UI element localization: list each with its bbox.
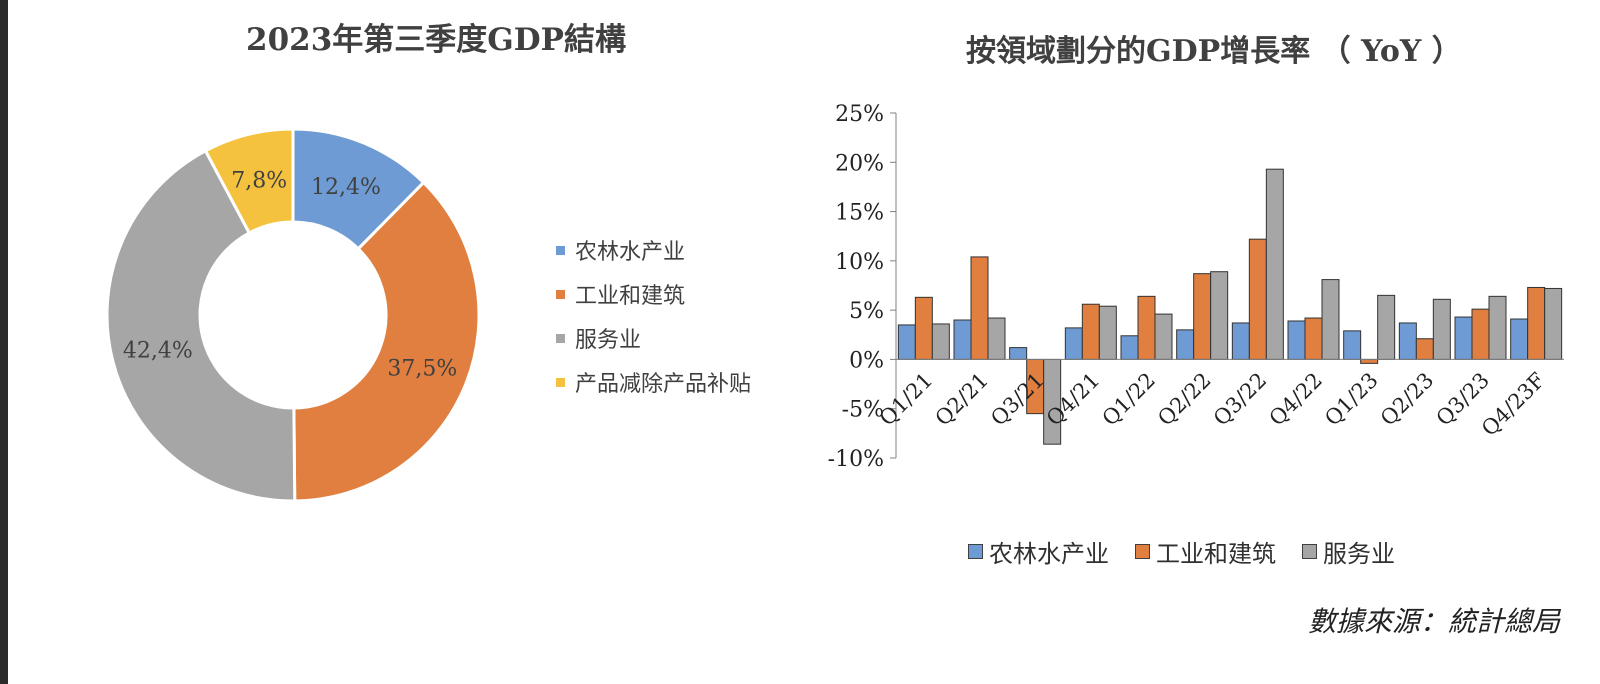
y-tick-label: -10% (828, 447, 884, 472)
bar-mark (1026, 358, 1045, 415)
bar-mark (1471, 308, 1490, 360)
bar-mark (987, 317, 1006, 360)
legend-swatch (556, 377, 565, 387)
donut-slice (203, 127, 295, 235)
bar-legend: 农林水产业 工业和建筑 服务业 (968, 534, 1421, 569)
bar-mark (1137, 295, 1156, 360)
bar-mark (1287, 320, 1306, 360)
y-tick-label: 10% (835, 250, 884, 275)
donut-legend-item: 工业和建筑 (556, 272, 751, 316)
bar-mark (1193, 273, 1212, 360)
bar-mark (1210, 271, 1229, 360)
x-tick-label: Q3/21 (986, 368, 1048, 430)
y-tick-label: 5% (849, 299, 884, 324)
bar-mark (1398, 322, 1417, 360)
bar-mark (1360, 358, 1379, 364)
legend-label: 工业和建筑 (1156, 540, 1276, 568)
donut-chart-title: 2023年第三季度GDP結構 (246, 22, 626, 58)
bar-mark (1043, 358, 1062, 445)
x-tick-label: Q3/22 (1209, 368, 1271, 430)
legend-label: 产品减除产品补贴 (575, 372, 752, 397)
bar-chart-title: 按領域劃分的GDP增長率 （ YoY ） (966, 34, 1462, 69)
bar-mark (1064, 327, 1083, 360)
bar-mark (1415, 338, 1434, 360)
bar-mark (1154, 313, 1173, 360)
donut-data-label: 7,8% (231, 169, 287, 194)
bar-legend-item: 服务业 (1302, 534, 1395, 569)
legend-swatch (1135, 544, 1150, 559)
bar-mark (1432, 298, 1451, 360)
y-tick-label: 0% (849, 348, 884, 373)
bar-mark (1321, 279, 1340, 360)
chart-canvas: 2023年第三季度GDP結構 按領域劃分的GDP增長率 （ YoY ） 12,4… (8, 0, 1600, 684)
y-tick-label: 15% (835, 201, 884, 226)
x-tick-label: Q3/23 (1432, 368, 1494, 430)
x-tick-label: Q4/23F (1477, 368, 1550, 441)
bar-mark (1231, 322, 1250, 360)
bar-mark (1488, 295, 1507, 360)
bar-mark (1343, 330, 1362, 360)
bar-mark (897, 324, 916, 360)
legend-label: 农林水产业 (575, 240, 686, 265)
legend-swatch (968, 544, 983, 559)
bar-mark (1098, 305, 1117, 360)
x-tick-label: Q1/21 (875, 368, 937, 430)
legend-label: 农林水产业 (989, 540, 1109, 568)
bar-mark (931, 323, 950, 360)
bar-mark (1009, 347, 1028, 360)
bar-mark (1248, 238, 1267, 360)
bar-mark (1176, 329, 1195, 360)
x-tick-label: Q4/21 (1042, 368, 1104, 430)
donut-slice (292, 180, 481, 503)
y-tick-label: -5% (842, 398, 884, 423)
donut-legend-item: 产品减除产品补贴 (556, 360, 751, 404)
x-tick-label: Q1/22 (1098, 368, 1160, 430)
bar-mark (1120, 335, 1139, 360)
bar-mark (1265, 168, 1284, 360)
donut-data-label: 12,4% (311, 175, 381, 200)
y-tick-label: 25% (835, 102, 884, 127)
bar-mark (970, 256, 989, 360)
data-source-note: 數據來源：統計總局 (1307, 605, 1560, 638)
bar-mark (953, 319, 972, 360)
bar-legend-item: 农林水产业 (968, 534, 1109, 569)
legend-swatch (1302, 544, 1317, 559)
bar-mark (1527, 286, 1546, 360)
x-tick-label: Q4/22 (1265, 368, 1327, 430)
bar-mark (914, 296, 933, 360)
x-tick-label: Q2/23 (1376, 368, 1438, 430)
donut-data-label: 42,4% (123, 338, 193, 363)
donut-chart: 12,4% 37,5% 42,4% 7,8% (105, 127, 481, 503)
x-tick-label: Q2/22 (1153, 368, 1215, 430)
bar-mark (1081, 303, 1100, 360)
bar-legend-item: 工业和建筑 (1135, 534, 1276, 569)
bar-mark (1510, 318, 1529, 360)
bar-mark (1304, 317, 1323, 360)
legend-swatch (556, 333, 565, 343)
donut-legend-item: 农林水产业 (556, 228, 751, 272)
donut-legend: 农林水产业 工业和建筑 服务业 产品减除产品补贴 (556, 228, 751, 404)
bar-mark (1454, 316, 1473, 360)
y-tick-label: 20% (835, 151, 884, 176)
donut-legend-item: 服务业 (556, 316, 751, 360)
donut-data-label: 37,5% (387, 356, 457, 381)
legend-label: 服务业 (1323, 540, 1395, 568)
legend-label: 工业和建筑 (575, 284, 686, 309)
x-tick-label: Q2/21 (931, 368, 993, 430)
bar-mark (1544, 287, 1563, 360)
donut-slice (105, 148, 297, 503)
bar-mark (1377, 294, 1396, 360)
legend-swatch (556, 245, 565, 255)
legend-swatch (556, 289, 565, 299)
x-tick-label: Q1/23 (1320, 368, 1382, 430)
legend-label: 服务业 (575, 328, 642, 353)
